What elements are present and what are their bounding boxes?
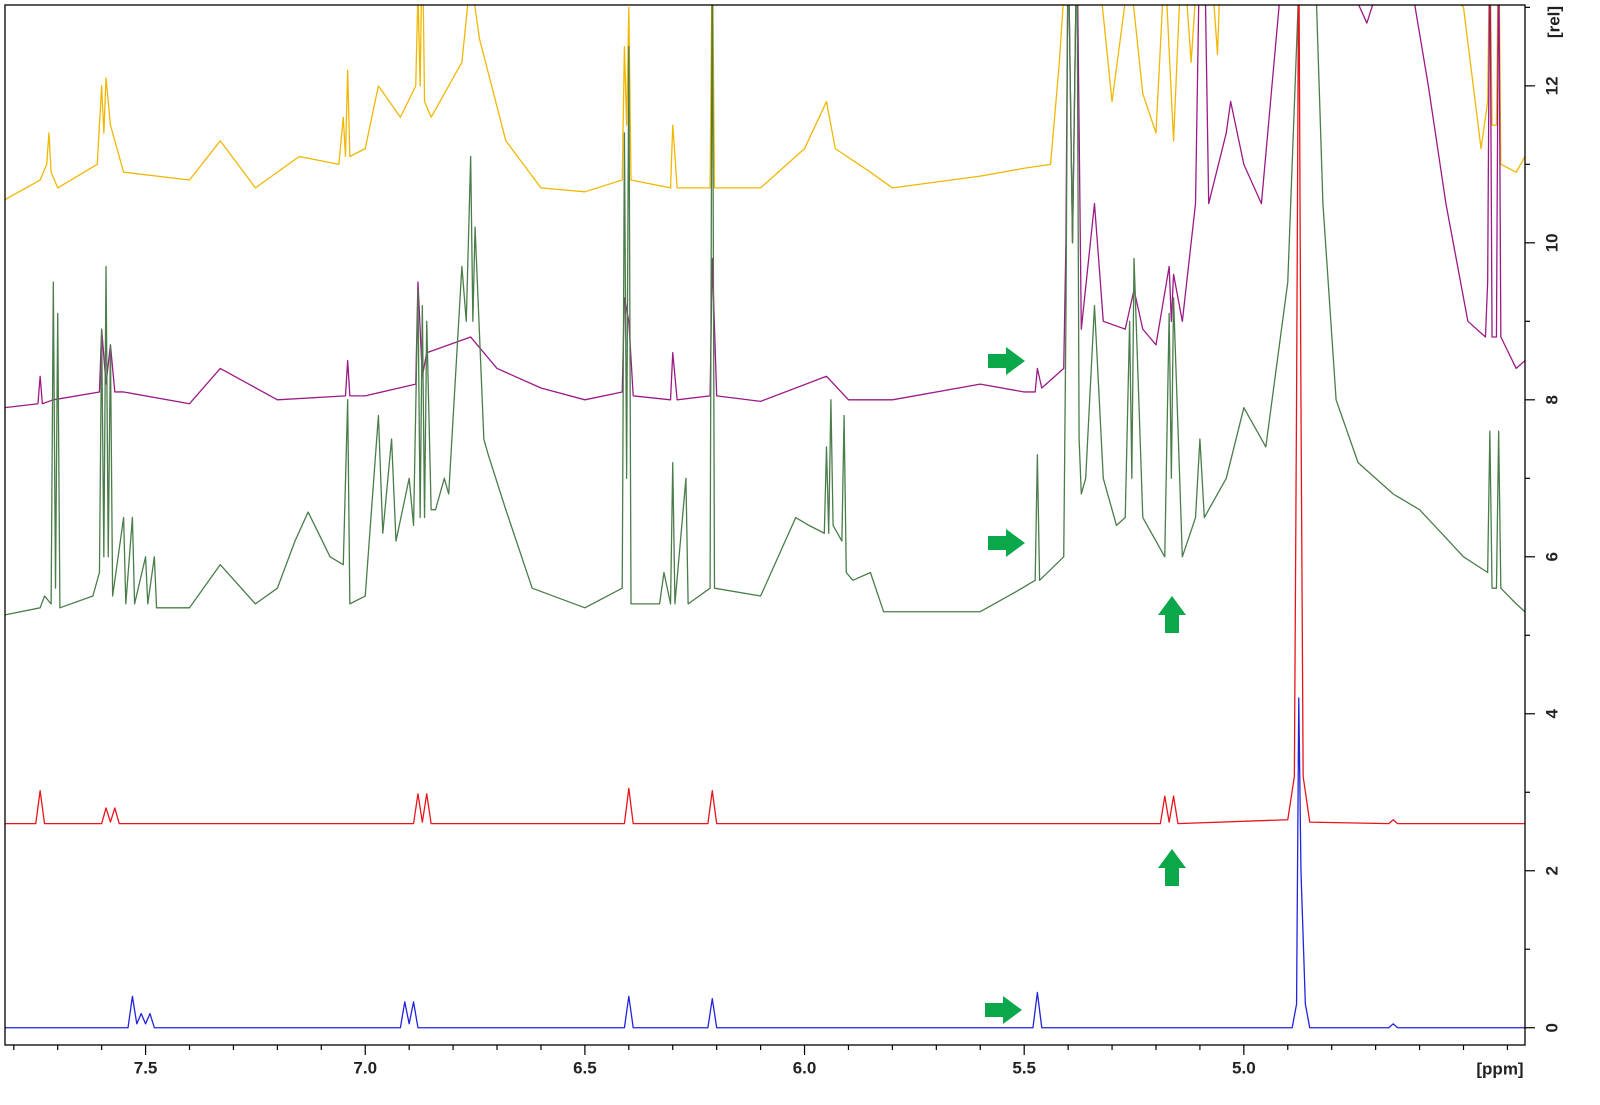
spectrum-line [5, 697, 1525, 1029]
spectrum-line [5, 5, 1525, 409]
x-tick-label: 7.5 [134, 1058, 158, 1077]
spectrum-line [5, 5, 1525, 201]
plot-area [5, 5, 1525, 1029]
x-tick-label: 5.0 [1232, 1058, 1256, 1077]
plot-frame [4, 4, 1526, 1046]
x-tick-label: 7.0 [353, 1058, 377, 1077]
y-tick-label: 12 [1542, 76, 1561, 95]
y-tick-label: 4 [1542, 709, 1561, 719]
arrow [988, 529, 1025, 557]
x-axis-label: [ppm] [1476, 1059, 1523, 1078]
y-axis-label: [rel] [1544, 6, 1563, 38]
annotation-arrows [985, 347, 1186, 1024]
x-tick-label: 6.5 [573, 1058, 597, 1077]
arrow [988, 347, 1025, 375]
arrow [1158, 849, 1186, 886]
spectrum-line [5, 5, 1525, 825]
y-tick-label: 2 [1542, 866, 1561, 875]
y-tick-label: 6 [1542, 552, 1561, 561]
arrow [985, 996, 1022, 1024]
y-tick-label: 10 [1542, 233, 1561, 252]
y-tick-label: 0 [1542, 1023, 1561, 1032]
x-tick-label: 5.5 [1012, 1058, 1036, 1077]
y-tick-label: 8 [1542, 395, 1561, 404]
spectrum-line [5, 5, 1525, 616]
x-tick-label: 6.0 [793, 1058, 817, 1077]
arrow [1158, 596, 1186, 633]
